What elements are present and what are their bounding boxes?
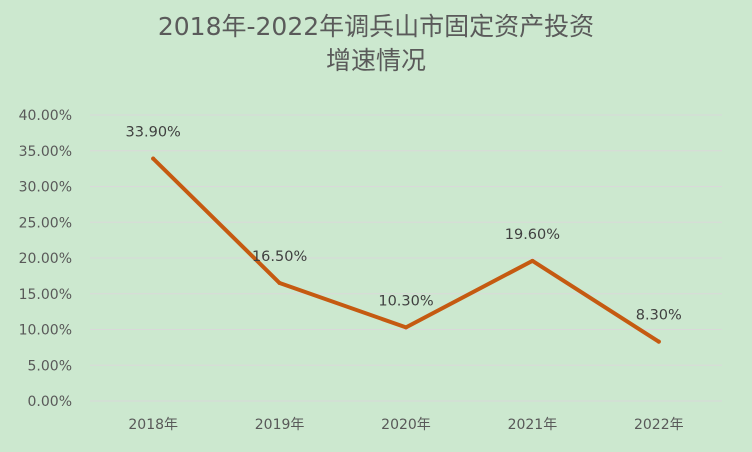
x-tick-label: 2019年 bbox=[255, 417, 305, 433]
data-point bbox=[277, 281, 282, 286]
x-tick-label: 2021年 bbox=[508, 417, 558, 433]
y-tick-label: 5.00% bbox=[28, 358, 72, 374]
y-tick-label: 10.00% bbox=[19, 323, 72, 339]
chart-title-line-2: 增速情况 bbox=[325, 46, 426, 75]
y-tick-label: 35.00% bbox=[19, 144, 72, 160]
data-point bbox=[151, 156, 156, 161]
data-label: 8.30% bbox=[636, 308, 682, 324]
chart-title-line-1: 2018年-2022年调兵山市固定资产投资 bbox=[157, 12, 595, 41]
x-tick-label: 2018年 bbox=[128, 417, 178, 433]
y-tick-label: 25.00% bbox=[19, 215, 72, 231]
x-tick-label: 2020年 bbox=[381, 417, 431, 433]
y-tick-label: 0.00% bbox=[28, 394, 72, 410]
x-tick-label: 2022年 bbox=[634, 417, 684, 433]
data-point bbox=[404, 325, 408, 330]
y-tick-label: 20.00% bbox=[19, 251, 72, 267]
data-label: 10.30% bbox=[378, 293, 433, 309]
data-label: 16.50% bbox=[252, 249, 307, 265]
y-tick-label: 40.00% bbox=[19, 108, 72, 124]
data-label: 19.60% bbox=[505, 227, 560, 243]
data-point bbox=[530, 258, 535, 263]
y-tick-label: 15.00% bbox=[19, 287, 72, 303]
data-point bbox=[656, 339, 661, 344]
data-label: 33.90% bbox=[126, 125, 181, 141]
y-tick-label: 30.00% bbox=[19, 180, 72, 196]
chart-title: 2018年-2022年调兵山市固定资产投资 增速情况 bbox=[0, 10, 752, 78]
